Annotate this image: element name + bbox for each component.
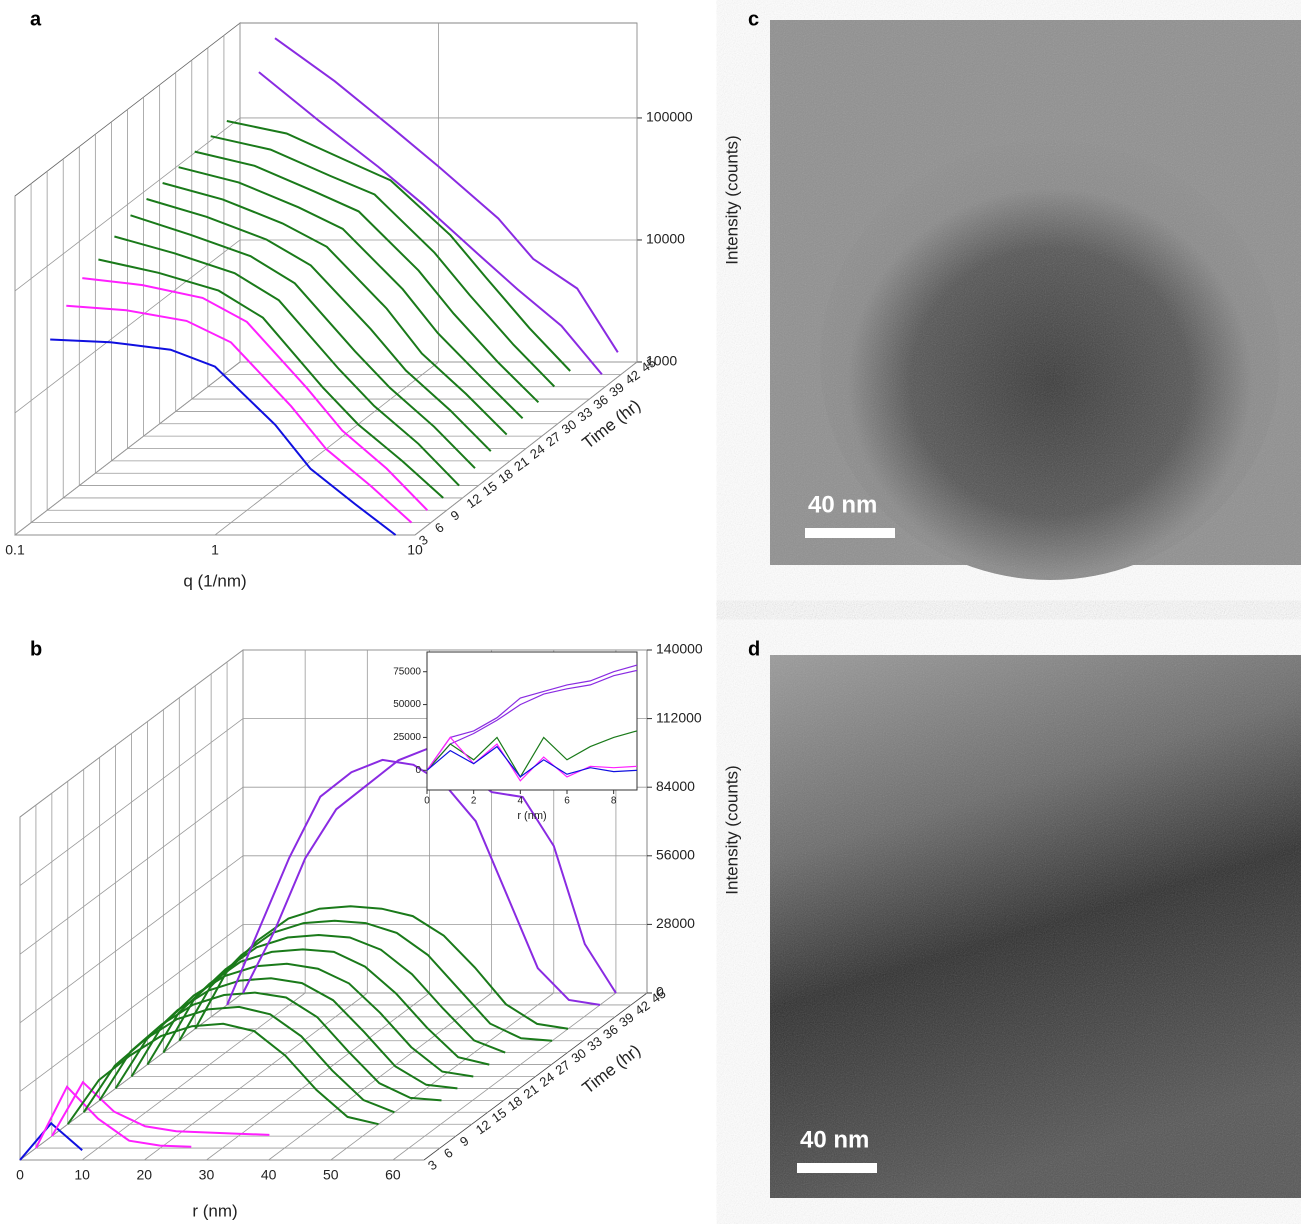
x-axis-label: r (nm) xyxy=(192,1201,237,1220)
z-tick-label: 9 xyxy=(448,507,463,523)
y-tick-label: 50000 xyxy=(393,699,421,710)
curve xyxy=(66,306,411,523)
curve xyxy=(68,1024,379,1124)
curve xyxy=(84,1007,395,1112)
curve xyxy=(259,72,602,374)
z-tick-label: 36 xyxy=(600,1021,620,1042)
z-tick-label: 6 xyxy=(432,519,447,535)
y-tick-label: 56000 xyxy=(656,847,695,863)
y-tick-label: 28000 xyxy=(656,915,695,931)
x-tick-label: 10 xyxy=(74,1167,90,1183)
x-tick-label: 8 xyxy=(611,796,617,807)
x-tick-label: 6 xyxy=(564,796,570,807)
z-tick-label: 21 xyxy=(521,1081,541,1102)
curve xyxy=(211,136,555,386)
scale-bar-label: 40 nm xyxy=(800,1126,869,1153)
y-tick-label: 112000 xyxy=(656,709,702,725)
z-tick-label: 33 xyxy=(575,404,595,425)
panel-label: b xyxy=(30,638,42,660)
x-tick-label: 30 xyxy=(199,1167,215,1183)
z-tick-label: 42 xyxy=(632,998,652,1019)
x-tick-label: 40 xyxy=(261,1167,277,1183)
y-tick-label: 75000 xyxy=(393,666,421,677)
z-tick-label: 15 xyxy=(489,1105,509,1126)
panel-label: d xyxy=(748,638,760,660)
curve xyxy=(20,1123,82,1160)
z-tick-label: 33 xyxy=(584,1033,604,1054)
x-tick-label: 0 xyxy=(16,1167,24,1183)
curve xyxy=(227,760,600,1005)
y-axis-label: Intensity (counts) xyxy=(722,135,741,264)
z-tick-label: 6 xyxy=(441,1145,456,1161)
curve xyxy=(179,921,552,1041)
curve xyxy=(50,340,395,536)
x-tick-label: 4 xyxy=(518,796,524,807)
x-axis-label: r (nm) xyxy=(517,810,546,822)
x-tick-label: 2 xyxy=(471,796,477,807)
x-tick-label: 0.1 xyxy=(5,542,25,558)
image-c: 40 nm xyxy=(770,20,1301,580)
y-tick-label: 84000 xyxy=(656,778,695,794)
x-tick-label: 0 xyxy=(424,796,430,807)
y-axis-label: Intensity (counts) xyxy=(722,765,741,894)
z-tick-label: 42 xyxy=(622,367,642,388)
curve xyxy=(131,215,476,468)
y-tick-label: 100000 xyxy=(646,109,693,125)
z-tick-label: 18 xyxy=(505,1093,525,1114)
y-tick-label: 10000 xyxy=(646,231,685,247)
curve xyxy=(100,993,442,1101)
scale-bar xyxy=(805,528,895,538)
y-tick-label: 25000 xyxy=(393,732,421,743)
z-tick-label: 39 xyxy=(616,1010,636,1031)
z-tick-label: 36 xyxy=(591,392,611,413)
z-tick-label: 21 xyxy=(511,454,531,475)
scale-bar-label: 40 nm xyxy=(808,491,877,518)
z-tick-label: 24 xyxy=(537,1069,557,1090)
x-tick-label: 20 xyxy=(137,1167,153,1183)
z-tick-label: 30 xyxy=(559,416,579,437)
x-tick-label: 1 xyxy=(211,542,219,558)
z-tick-label: 12 xyxy=(473,1117,493,1138)
image-d: 40 nm xyxy=(770,655,1301,1198)
z-tick-label: 24 xyxy=(527,441,547,462)
z-tick-label: 12 xyxy=(464,491,484,512)
scale-bar xyxy=(797,1163,877,1173)
panel-label: c xyxy=(748,8,759,30)
z-axis-label: Time (hr) xyxy=(579,1041,645,1098)
z-tick-label: 27 xyxy=(543,429,563,450)
z-tick-label: 30 xyxy=(568,1045,588,1066)
z-axis-label: Time (hr) xyxy=(579,396,645,453)
z-tick-label: 9 xyxy=(457,1133,472,1149)
z-tick-label: 39 xyxy=(606,379,626,400)
x-axis-label: q (1/nm) xyxy=(183,571,246,590)
x-tick-label: 60 xyxy=(385,1167,401,1183)
figure: 40 nm 40 nm a b c d 1000100001000000.111… xyxy=(0,0,1301,1224)
z-tick-label: 18 xyxy=(495,466,515,487)
z-tick-label: 3 xyxy=(425,1157,440,1173)
panel-label: a xyxy=(30,8,42,30)
y-tick-label: 0 xyxy=(415,765,421,776)
z-tick-label: 15 xyxy=(480,478,500,499)
z-tick-label: 45 xyxy=(648,986,668,1007)
x-tick-label: 50 xyxy=(323,1167,339,1183)
z-tick-label: 27 xyxy=(553,1057,573,1078)
y-tick-label: 140000 xyxy=(656,641,703,657)
